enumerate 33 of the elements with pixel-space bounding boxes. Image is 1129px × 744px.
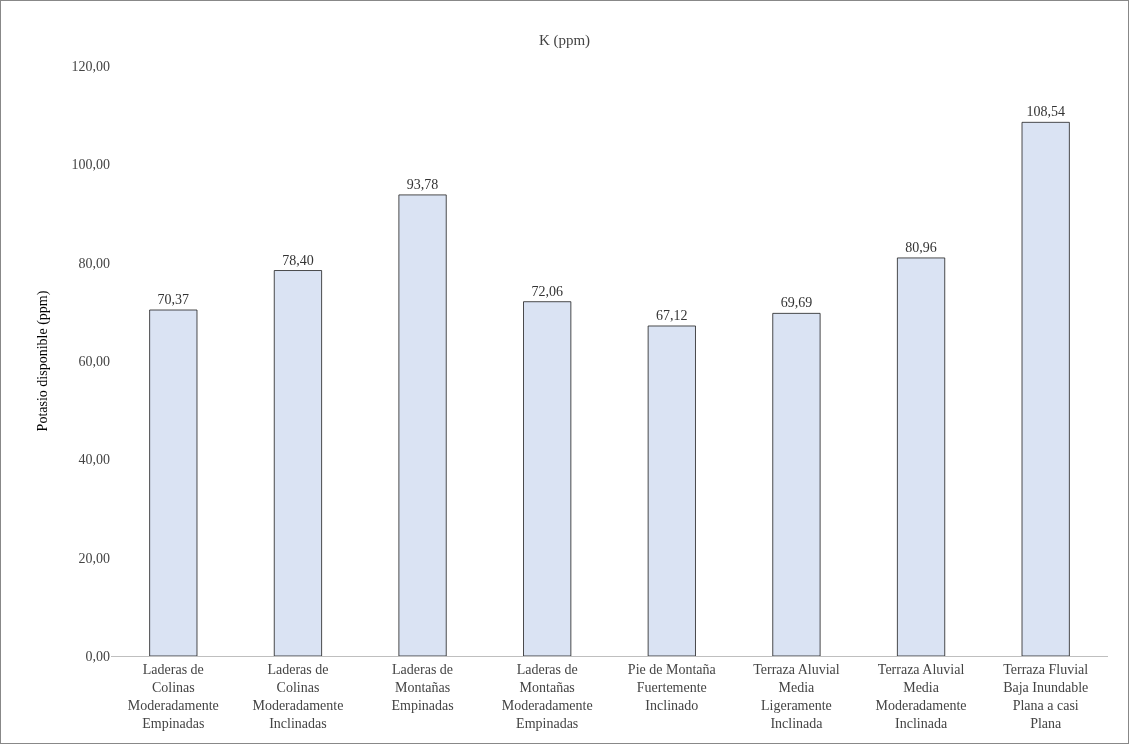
bar	[273, 270, 323, 656]
chart-title: K (ppm)	[538, 31, 591, 49]
y-tick-label: 40,00	[78, 452, 110, 468]
bar	[1021, 121, 1070, 656]
data-label: 67,12	[656, 307, 688, 323]
y-tick-label: 120,00	[71, 58, 110, 74]
y-axis-title: Potasio disponible (ppm)	[35, 290, 52, 432]
data-label: 108,54	[1026, 104, 1065, 120]
bar	[647, 325, 696, 656]
x-tick-label: Terraza Aluvial Media Ligeramente Inclinada	[753, 661, 840, 732]
data-label: 78,40	[282, 252, 314, 268]
x-tick-label: Laderas de Colinas Moderadamente Inclinadas	[252, 661, 344, 732]
y-tick-label: 100,00	[71, 157, 110, 173]
data-label: 70,37	[157, 292, 190, 308]
data-label: 80,96	[905, 239, 937, 255]
x-tick-label: Laderas de Montañas Moderadamente Empinadas	[501, 661, 593, 732]
bar	[772, 312, 821, 656]
bar	[523, 301, 572, 656]
y-tick-label: 80,00	[78, 255, 110, 271]
x-tick-label: Laderas de Montañas Empinadas	[391, 661, 454, 714]
bar	[398, 194, 447, 656]
x-tick-label: Terraza Aluvial Media Moderadamente Inclinada	[875, 661, 967, 732]
data-label: 72,06	[531, 283, 563, 299]
x-tick-label: Laderas de Colinas Moderadamente Empinadas	[127, 661, 219, 732]
x-tick-label: Pie de Montaña Fuertemente Inclinado	[627, 661, 717, 714]
data-label: 93,78	[406, 176, 439, 192]
y-tick-label: 60,00	[78, 353, 110, 369]
x-tick-label: Terraza Fluvial Baja Inundable Plana a casi Plana	[1003, 661, 1089, 732]
data-label: 69,69	[780, 295, 813, 311]
y-tick-label: 20,00	[78, 550, 110, 566]
bar	[896, 257, 946, 656]
y-tick-label: 0,00	[85, 648, 110, 664]
bar	[149, 309, 198, 656]
